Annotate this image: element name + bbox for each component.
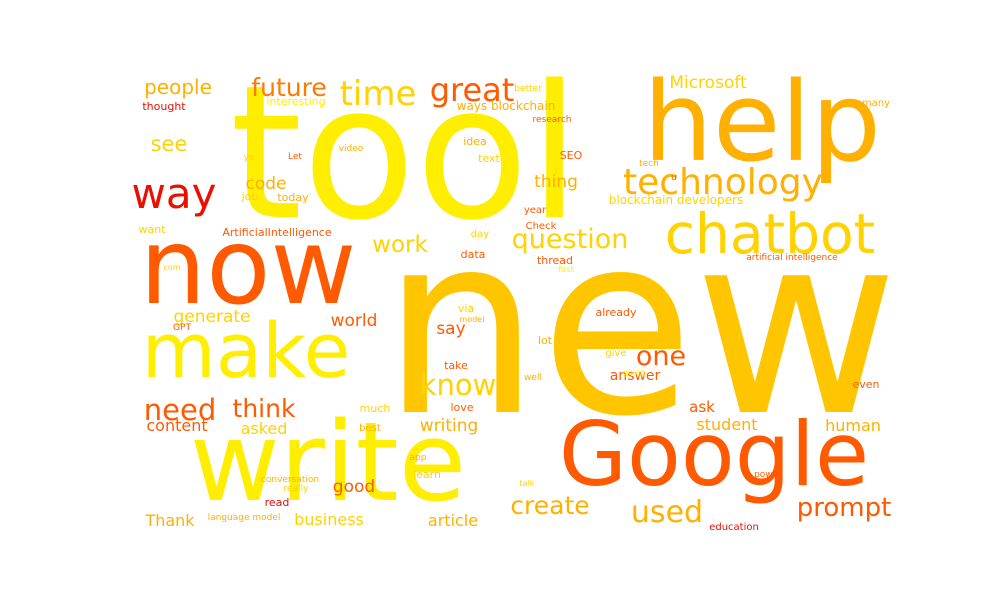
word-thought: thought bbox=[142, 100, 186, 113]
word-day: day bbox=[471, 229, 489, 240]
word-app: app bbox=[410, 453, 427, 463]
word-job: job bbox=[241, 190, 259, 203]
word-world: world bbox=[331, 311, 378, 331]
word-question: question bbox=[512, 224, 629, 255]
word-thing: thing bbox=[534, 172, 578, 192]
word-data: data bbox=[461, 248, 486, 261]
word-language-model: language model bbox=[208, 513, 281, 523]
word-check: Check bbox=[526, 221, 557, 232]
word-content: content bbox=[146, 416, 207, 435]
word-student: student bbox=[696, 415, 757, 434]
word-well: well bbox=[524, 373, 542, 383]
word-way: way bbox=[132, 169, 217, 218]
word-talk: talk bbox=[520, 479, 535, 488]
word-even: even bbox=[852, 378, 879, 391]
word-create: create bbox=[510, 491, 589, 520]
word-future: future bbox=[251, 73, 326, 102]
word-business: business bbox=[294, 510, 364, 529]
word-google: Google bbox=[559, 403, 869, 506]
word-see: see bbox=[151, 132, 188, 156]
word-let: Let bbox=[288, 152, 302, 162]
word-chatbot: chatbot bbox=[665, 202, 876, 266]
word-take: take bbox=[444, 359, 468, 372]
word-year: year bbox=[524, 205, 547, 216]
word-much: much bbox=[360, 402, 391, 415]
word-article: article bbox=[428, 511, 478, 530]
word-generate: generate bbox=[173, 307, 250, 327]
word-research: research bbox=[533, 115, 572, 125]
word-writing: writing bbox=[420, 416, 479, 436]
word-human: human bbox=[825, 416, 881, 435]
word-want: want bbox=[138, 223, 166, 236]
word-via: via bbox=[458, 302, 474, 315]
word-tech: tech bbox=[639, 159, 659, 169]
word-artificial-intelligence: artificial intelligence bbox=[746, 253, 838, 263]
word-ways-blockchain: ways blockchain bbox=[457, 99, 556, 113]
word-ye: ye bbox=[244, 153, 255, 163]
word-good: good bbox=[333, 477, 375, 497]
word-say: say bbox=[436, 319, 465, 339]
word-prompt: prompt bbox=[797, 493, 892, 523]
word-really: really bbox=[284, 484, 310, 494]
word-microsoft: Microsoft bbox=[669, 73, 747, 93]
word-give: give bbox=[605, 348, 626, 359]
word-think: think bbox=[233, 394, 296, 423]
word-thread: thread bbox=[537, 254, 573, 267]
word-need: need bbox=[144, 393, 216, 427]
word-blockchain-developers: blockchain developers bbox=[609, 193, 744, 207]
word-com: com bbox=[163, 263, 180, 272]
word-model: model bbox=[460, 315, 485, 324]
word-answer: answer bbox=[610, 368, 661, 384]
word-people: people bbox=[144, 75, 212, 99]
word-education: education bbox=[709, 522, 759, 533]
word-help: help bbox=[643, 58, 881, 186]
word-better: better bbox=[514, 84, 542, 94]
word-seo: SEO bbox=[560, 149, 583, 162]
word-first: first bbox=[558, 265, 574, 274]
word-ask: ask bbox=[689, 398, 715, 416]
word-power: power bbox=[754, 470, 782, 480]
word-going: going bbox=[623, 368, 645, 377]
word-lot: lot bbox=[538, 334, 553, 347]
word-video: video bbox=[339, 144, 364, 154]
word-code: code bbox=[246, 174, 287, 194]
word-now: now bbox=[140, 206, 357, 328]
word-work: work bbox=[372, 232, 428, 258]
word-tool: tool bbox=[230, 45, 580, 261]
word-conversation: conversation bbox=[261, 475, 319, 485]
word-love: love bbox=[450, 401, 473, 414]
word-new: new bbox=[382, 180, 899, 471]
word-u: u bbox=[671, 173, 677, 183]
word-one: one bbox=[636, 341, 686, 372]
word-used: used bbox=[631, 495, 703, 530]
word-great: great bbox=[430, 71, 515, 109]
word-asked: asked bbox=[241, 419, 288, 438]
word-learn: learn bbox=[413, 468, 441, 481]
word-write: write bbox=[190, 398, 467, 526]
word-technology: technology bbox=[623, 162, 823, 203]
word-idea: idea bbox=[463, 135, 487, 148]
word-gpt: GPT bbox=[173, 323, 191, 333]
word-interesting: interesting bbox=[266, 95, 325, 108]
word-know: know bbox=[420, 368, 497, 402]
word-today: today bbox=[277, 191, 309, 204]
word-already: already bbox=[595, 306, 637, 319]
word-time: time bbox=[340, 74, 417, 114]
word-thank: Thank bbox=[144, 511, 195, 530]
word-best: best bbox=[359, 423, 381, 434]
word-make: make bbox=[142, 306, 351, 395]
word-text: text bbox=[478, 152, 500, 165]
word-artificialintelligence: ArtificialIntelligence bbox=[222, 226, 331, 239]
word-read: read bbox=[265, 496, 290, 509]
word-many: many bbox=[862, 98, 890, 109]
